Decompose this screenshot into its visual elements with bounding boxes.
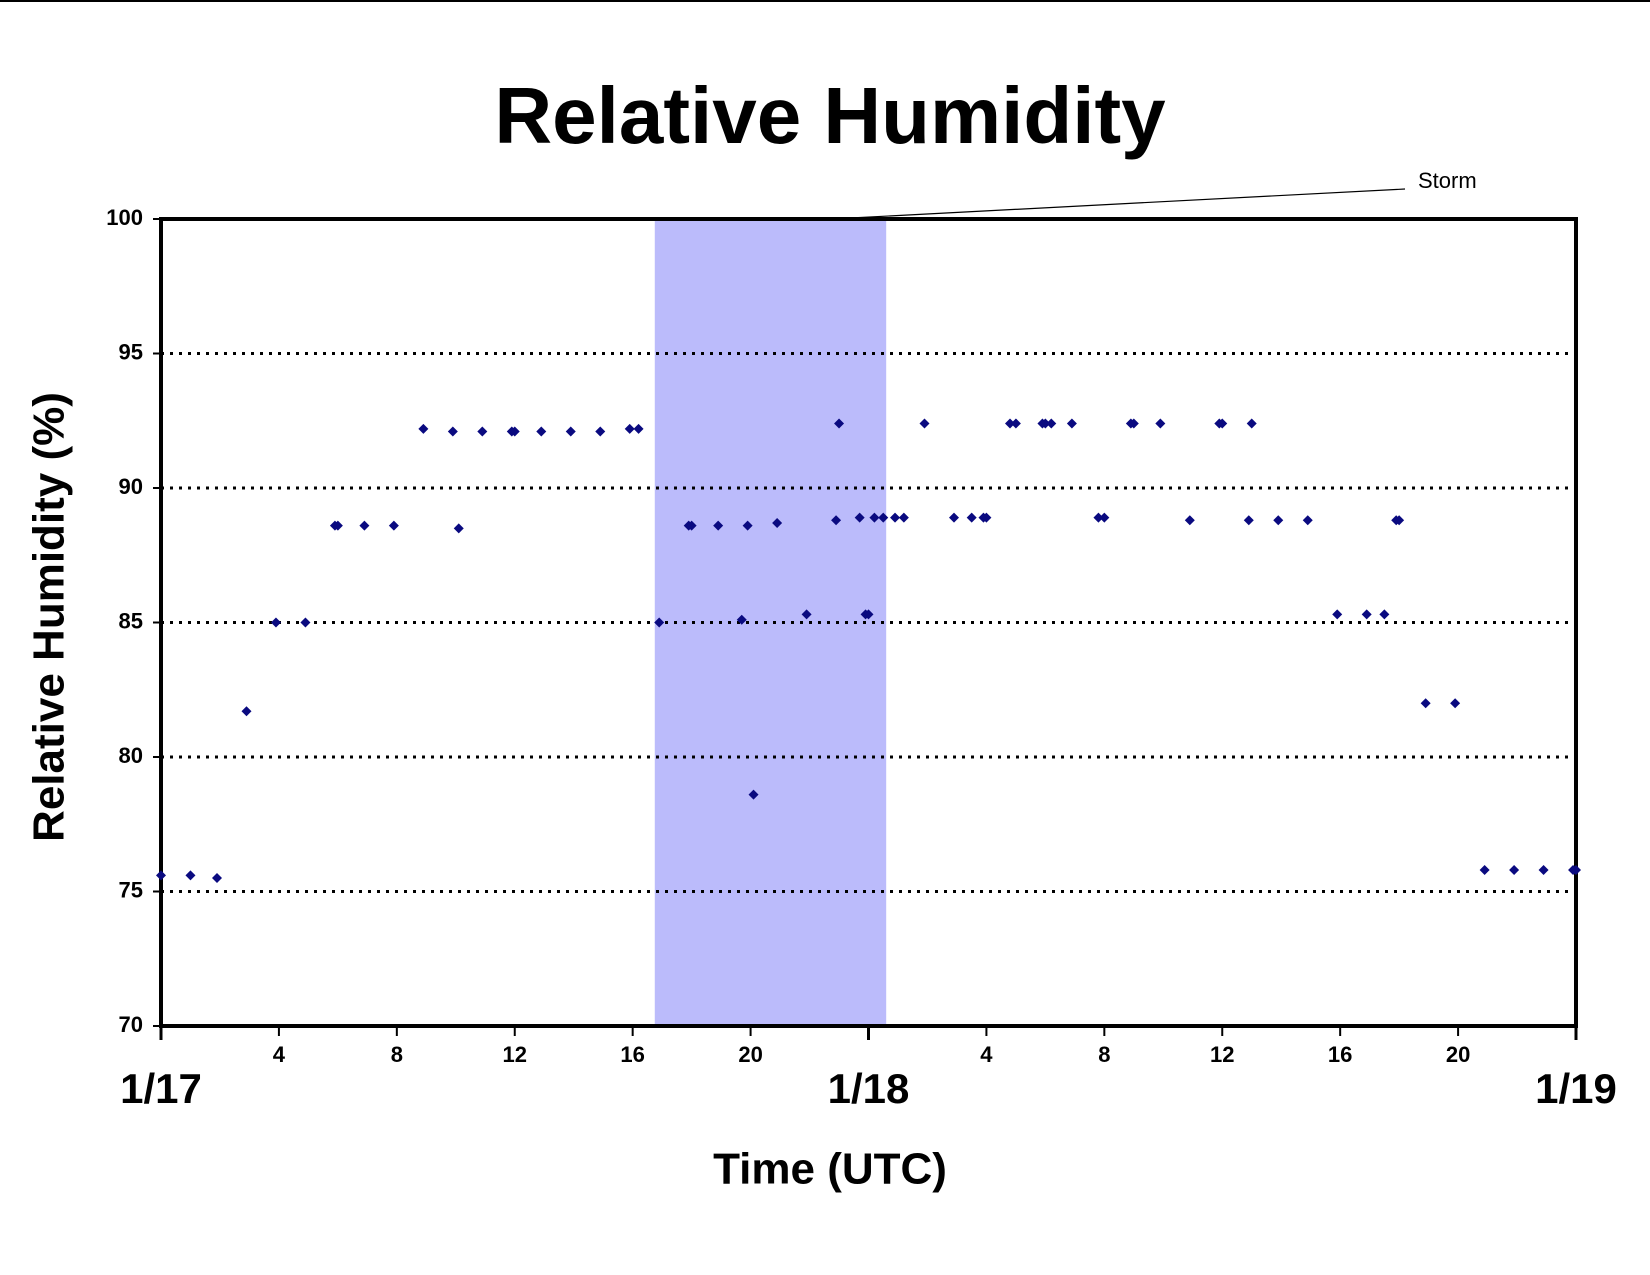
data-point bbox=[1217, 418, 1228, 429]
data-point bbox=[1394, 515, 1405, 526]
y-tick-label: 85 bbox=[119, 608, 143, 633]
data-point bbox=[1509, 864, 1520, 875]
data-point bbox=[1479, 864, 1490, 875]
data-point bbox=[898, 512, 909, 523]
chart-title: Relative Humidity bbox=[494, 71, 1166, 160]
data-point bbox=[772, 517, 783, 528]
data-point bbox=[981, 512, 992, 523]
data-point bbox=[854, 512, 865, 523]
data-point bbox=[654, 617, 665, 628]
data-point bbox=[1420, 698, 1431, 709]
data-point bbox=[453, 523, 464, 534]
storm-band bbox=[654, 219, 887, 1026]
data-point bbox=[300, 617, 311, 628]
y-tick-label: 90 bbox=[119, 474, 143, 499]
x-tick-label: 16 bbox=[620, 1042, 644, 1067]
data-point bbox=[1379, 609, 1390, 620]
data-point bbox=[863, 609, 874, 620]
data-point bbox=[509, 426, 520, 437]
date-tick-label: 1/18 bbox=[828, 1065, 910, 1112]
data-point bbox=[1184, 515, 1195, 526]
data-point bbox=[565, 426, 576, 437]
date-tick-label: 1/17 bbox=[120, 1065, 202, 1112]
y-tick-label: 70 bbox=[119, 1012, 143, 1037]
data-point bbox=[1093, 512, 1104, 523]
x-tick-label: 4 bbox=[980, 1042, 993, 1067]
data-point bbox=[477, 426, 488, 437]
y-axis-title: Relative Humidity (%) bbox=[25, 392, 74, 842]
x-tick-label: 20 bbox=[1446, 1042, 1470, 1067]
x-tick-label: 20 bbox=[738, 1042, 762, 1067]
data-point bbox=[185, 870, 196, 881]
data-point bbox=[1005, 418, 1015, 429]
x-tick-label: 4 bbox=[273, 1042, 286, 1067]
annotation-leader bbox=[831, 188, 1406, 220]
data-point bbox=[1302, 515, 1313, 526]
data-point bbox=[1538, 864, 1549, 875]
y-tick-label: 75 bbox=[119, 877, 143, 902]
data-point bbox=[1046, 418, 1057, 429]
data-point bbox=[156, 870, 166, 881]
data-point bbox=[1246, 418, 1257, 429]
x-tick-label: 12 bbox=[1210, 1042, 1234, 1067]
data-point bbox=[332, 520, 343, 531]
data-point bbox=[418, 423, 429, 434]
data-point bbox=[359, 520, 370, 531]
data-point bbox=[1066, 418, 1077, 429]
y-tick-label: 95 bbox=[119, 339, 143, 364]
data-point bbox=[595, 426, 606, 437]
data-point bbox=[831, 515, 842, 526]
data-point bbox=[1099, 512, 1110, 523]
data-point bbox=[1128, 418, 1139, 429]
plot-frame bbox=[159, 217, 1578, 1028]
data-point bbox=[388, 520, 399, 531]
date-tick-label: 1/19 bbox=[1535, 1065, 1617, 1112]
data-point bbox=[948, 512, 959, 523]
data-point bbox=[1040, 418, 1051, 429]
data-point bbox=[686, 520, 697, 531]
data-point bbox=[1571, 864, 1581, 875]
x-tick-label: 8 bbox=[391, 1042, 403, 1067]
data-point bbox=[212, 873, 223, 884]
x-tick-label: 8 bbox=[1098, 1042, 1110, 1067]
data-point bbox=[1010, 418, 1021, 429]
data-point bbox=[447, 426, 458, 437]
y-tick-label: 80 bbox=[119, 743, 143, 768]
data-point bbox=[801, 609, 812, 620]
data-point bbox=[536, 426, 547, 437]
data-point bbox=[748, 789, 759, 800]
data-point bbox=[241, 706, 252, 717]
data-point bbox=[742, 520, 753, 531]
data-point bbox=[878, 512, 889, 523]
data-point bbox=[919, 418, 930, 429]
data-point bbox=[834, 418, 845, 429]
annotation: Storm bbox=[1418, 168, 1477, 193]
data-point bbox=[890, 512, 901, 523]
data-point bbox=[270, 617, 281, 628]
data-point bbox=[1450, 698, 1461, 709]
data-point bbox=[1155, 418, 1166, 429]
data-point bbox=[633, 423, 644, 434]
data-point bbox=[736, 614, 747, 625]
data-point bbox=[869, 512, 880, 523]
data-point bbox=[1332, 609, 1343, 620]
x-tick-label: 16 bbox=[1328, 1042, 1352, 1067]
data-point bbox=[966, 512, 977, 523]
data-point bbox=[1273, 515, 1284, 526]
x-tick-label: 12 bbox=[503, 1042, 527, 1067]
y-tick-label: 100 bbox=[106, 205, 143, 230]
data-point bbox=[713, 520, 724, 531]
data-point bbox=[1361, 609, 1372, 620]
data-point bbox=[624, 423, 635, 434]
x-axis-title: Time (UTC) bbox=[713, 1145, 947, 1194]
data-point bbox=[1243, 515, 1254, 526]
